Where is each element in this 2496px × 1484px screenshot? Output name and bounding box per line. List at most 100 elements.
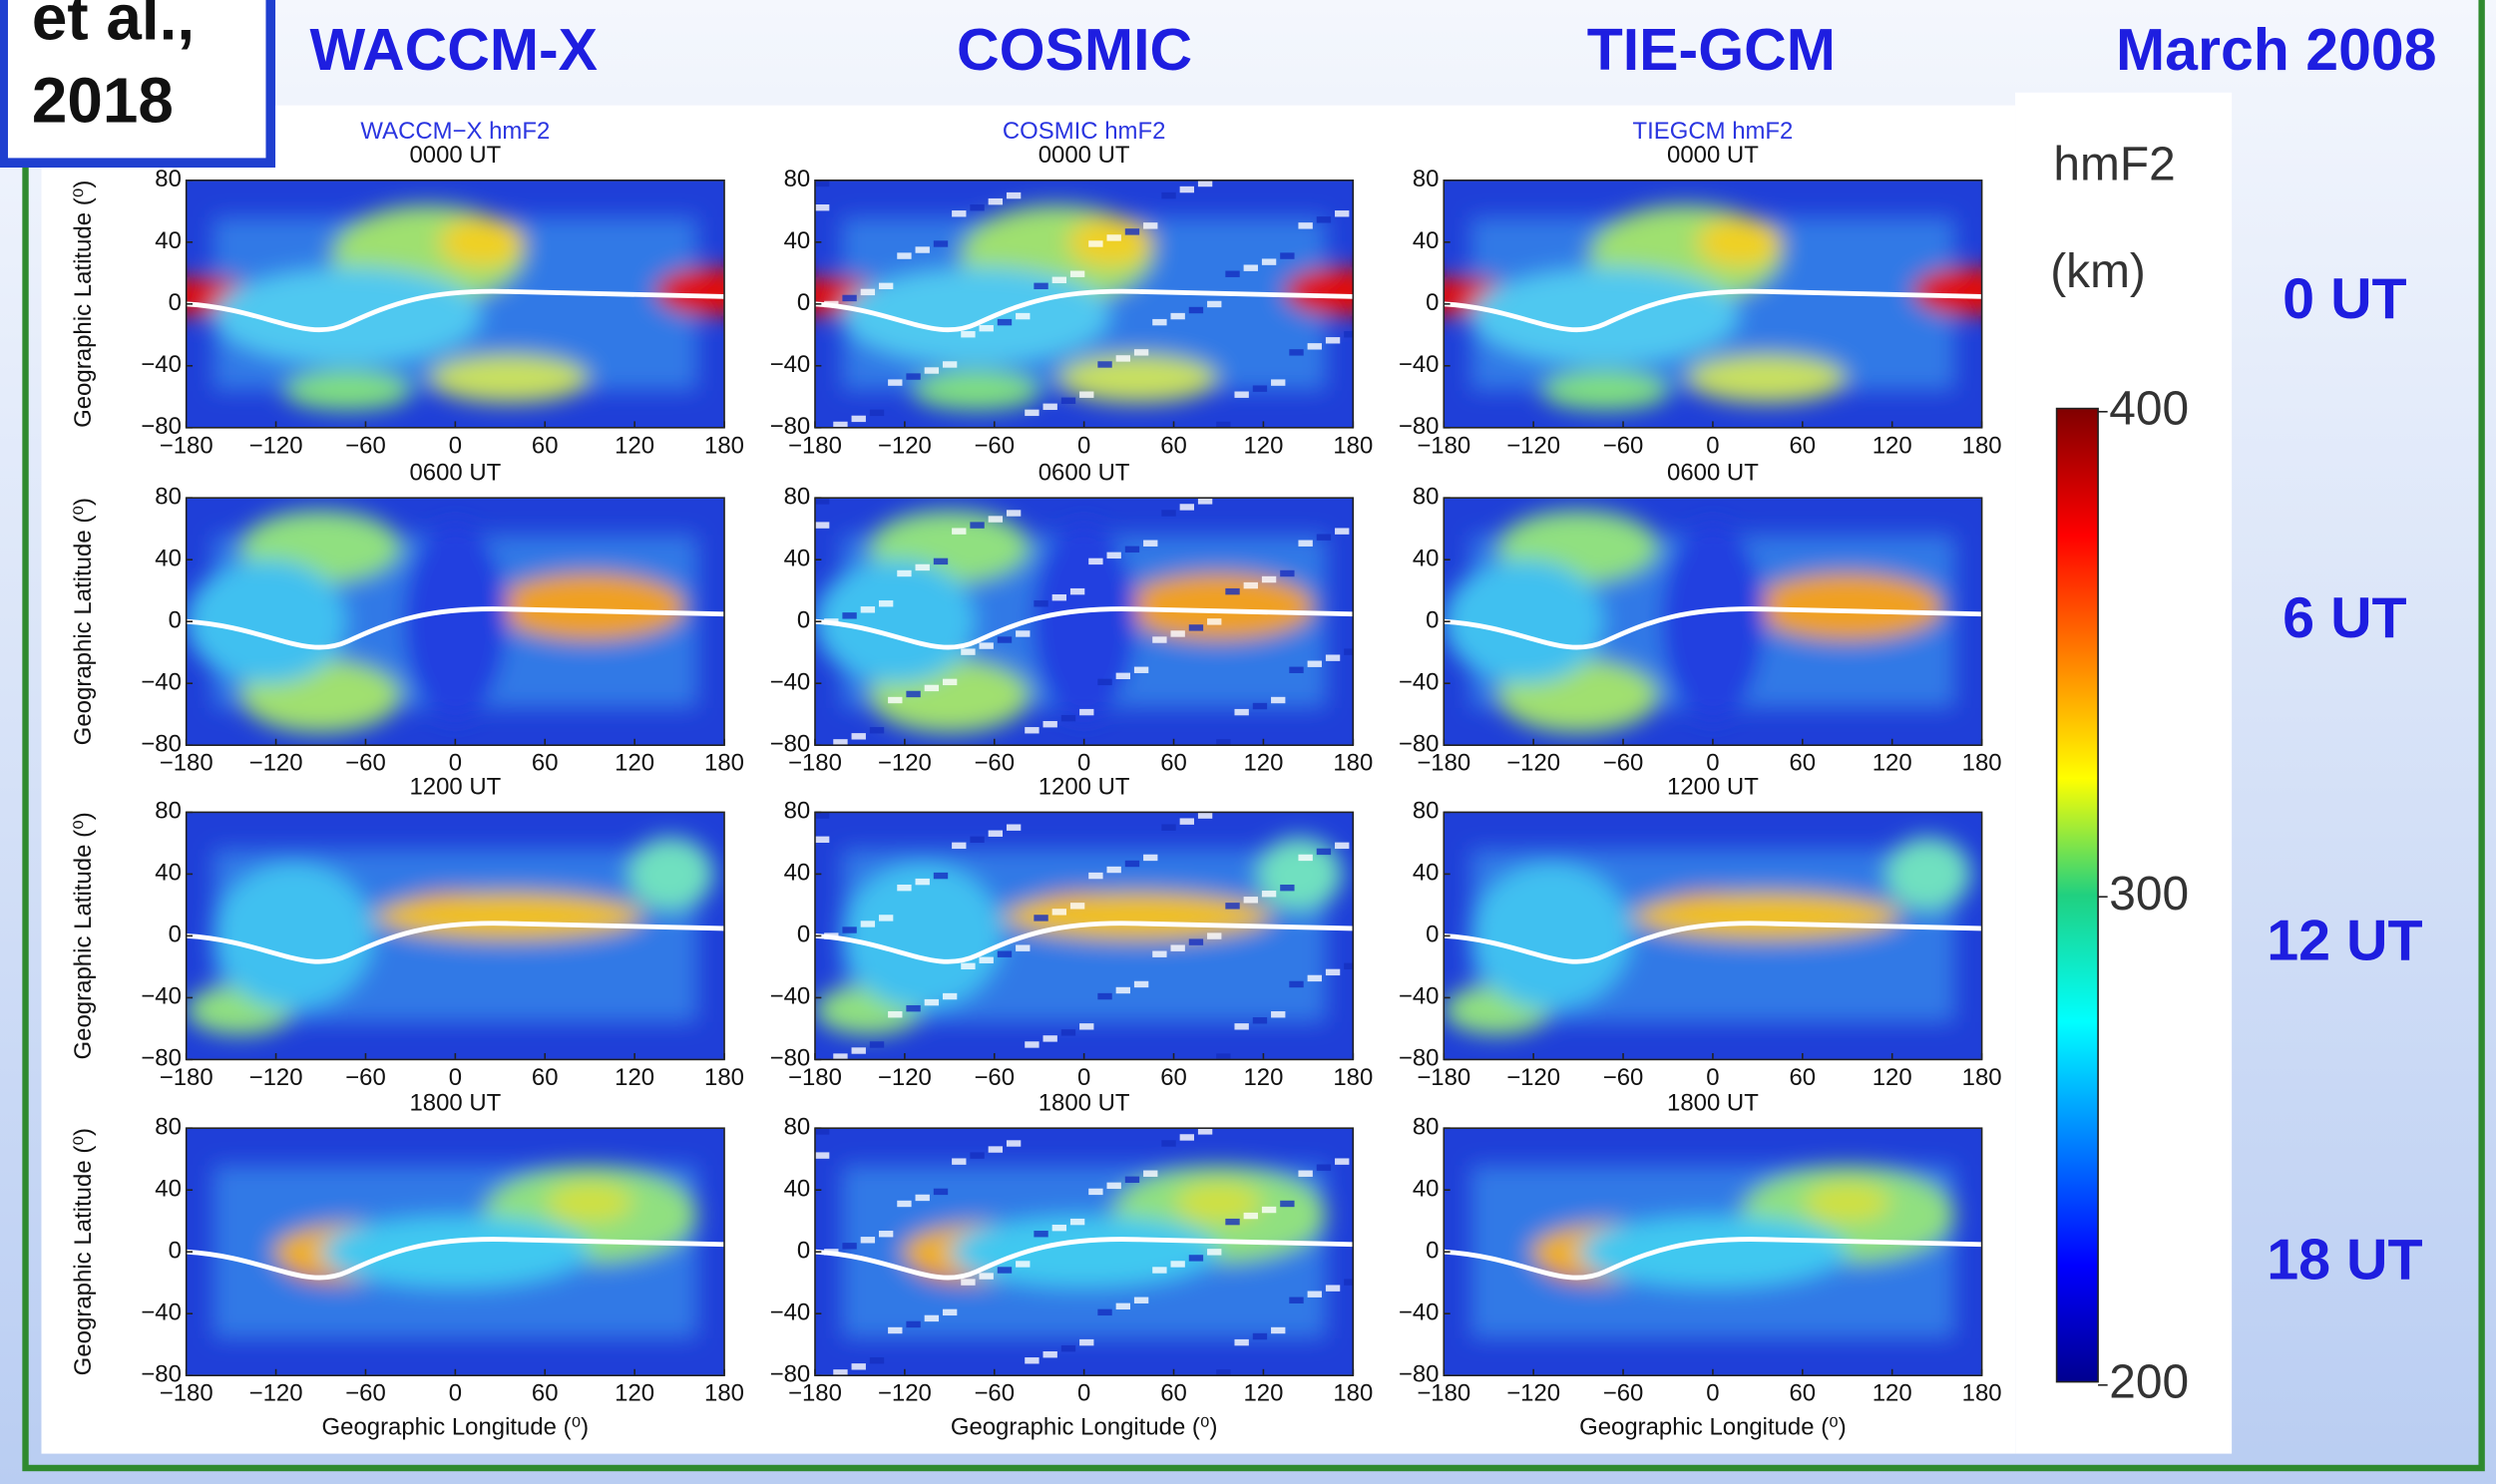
heatmap-cell xyxy=(1116,1303,1130,1309)
heatmap-cell xyxy=(1271,379,1285,385)
x-tick-label: −60 xyxy=(1603,1064,1644,1091)
heatmap-cell xyxy=(961,331,975,337)
heatmap-cell xyxy=(1097,679,1111,685)
heatmap-cell xyxy=(1198,812,1212,818)
y-tick-label: −40 xyxy=(1399,351,1440,378)
heatmap-cell xyxy=(870,727,884,733)
heatmap-cell xyxy=(1016,630,1030,636)
heatmap-cell xyxy=(815,837,829,843)
heatmap-cell xyxy=(943,361,957,367)
heatmap-cell xyxy=(1335,210,1349,216)
heatmap-field xyxy=(1444,837,1971,1034)
heatmap-cell xyxy=(1189,307,1203,313)
heatmap-cell xyxy=(1088,1189,1102,1195)
heatmap-cell xyxy=(934,1189,948,1195)
x-tick-label: 60 xyxy=(532,1064,559,1091)
heatmap-cell xyxy=(1143,222,1157,228)
heatmap-cell xyxy=(1207,1249,1221,1255)
x-tick-label: 120 xyxy=(1243,432,1283,459)
heatmap-cell xyxy=(815,812,829,818)
panel-time: 0000 UT xyxy=(409,142,501,169)
heatmap-cell xyxy=(1189,938,1203,944)
y-tick-label: −40 xyxy=(1399,669,1440,696)
heatmap-cell xyxy=(961,1279,975,1285)
y-tick-label: 0 xyxy=(169,1238,182,1265)
heatmap-cell xyxy=(970,1152,984,1158)
y-tick-label: 80 xyxy=(155,1114,182,1141)
heatmap-cell xyxy=(980,1273,994,1279)
panel-title: TIEGCM hmF2 xyxy=(1633,118,1794,145)
heatmap-cell xyxy=(1061,715,1075,721)
x-tick-label: 180 xyxy=(704,1064,744,1091)
heatmap-blob xyxy=(321,1215,591,1289)
panel-time: 0600 UT xyxy=(409,460,501,487)
y-tick-label: 0 xyxy=(1426,607,1439,634)
heatmap-cell xyxy=(842,612,856,618)
heatmap-cell xyxy=(1298,1171,1312,1177)
heatmap-cell xyxy=(815,204,829,210)
x-tick-label: −60 xyxy=(1603,750,1644,777)
heatmap-cell xyxy=(916,1195,930,1201)
x-tick-label: −180 xyxy=(788,1380,842,1407)
heatmap-cell xyxy=(1180,1134,1194,1140)
heatmap-cell xyxy=(1253,703,1267,709)
x-tick-label: 0 xyxy=(1706,750,1719,777)
heatmap-cell xyxy=(1326,969,1340,975)
x-tick-label: 0 xyxy=(1077,432,1090,459)
x-tick-label: 120 xyxy=(1872,1064,1912,1091)
heatmap-cell xyxy=(1116,673,1130,679)
x-tick-label: −120 xyxy=(249,750,303,777)
x-tick-label: 0 xyxy=(1077,750,1090,777)
heatmap-cell xyxy=(1061,1029,1075,1035)
heatmap-cell xyxy=(842,927,856,932)
y-tick-label: 40 xyxy=(1413,227,1440,254)
heatmap-cell xyxy=(1207,618,1221,624)
y-tick-label: 0 xyxy=(169,289,182,316)
heatmap-blob xyxy=(1659,523,1767,720)
heatmap-cell xyxy=(1271,1327,1285,1333)
heatmap-cell xyxy=(1225,588,1239,594)
heatmap xyxy=(815,498,1359,745)
heatmap-cell xyxy=(879,283,893,289)
heatmap-cell xyxy=(861,1237,875,1243)
x-tick-label: 120 xyxy=(1243,1380,1283,1407)
heatmap-cell xyxy=(1298,222,1312,228)
column-title: TIE-GCM xyxy=(1587,16,1836,83)
y-tick-label: 40 xyxy=(1413,546,1440,572)
y-tick-label: 0 xyxy=(797,922,810,948)
heatmap-blob xyxy=(1885,837,1971,911)
heatmap-blob xyxy=(213,862,375,1010)
heatmap-cell xyxy=(906,1005,920,1011)
panel-time: 0000 UT xyxy=(1039,142,1130,169)
y-tick-label: 40 xyxy=(784,860,811,887)
y-tick-label: 80 xyxy=(1413,798,1440,825)
heatmap-cell xyxy=(934,873,948,879)
heatmap-cell xyxy=(1043,721,1057,727)
row-label: 0 UT xyxy=(2283,267,2406,331)
panel-time: 0600 UT xyxy=(1667,460,1759,487)
heatmap-cell xyxy=(897,885,911,891)
heatmap-cell xyxy=(897,252,911,258)
heatmap-cell xyxy=(1152,319,1166,325)
heatmap-cell xyxy=(998,319,1012,325)
x-tick-label: −120 xyxy=(878,432,932,459)
x-tick-label: 180 xyxy=(1962,1064,2002,1091)
heatmap-field xyxy=(213,1165,697,1338)
heatmap-cell xyxy=(1317,1164,1331,1170)
heatmap-cell xyxy=(1061,398,1075,404)
heatmap-blob xyxy=(493,572,686,641)
x-tick-label: −120 xyxy=(1506,432,1560,459)
panel-title: WACCM−X hmF2 xyxy=(360,118,550,145)
heatmap-blob xyxy=(187,559,348,683)
x-tick-label: −180 xyxy=(160,432,213,459)
heatmap xyxy=(187,812,724,1059)
heatmap-cell xyxy=(888,697,902,703)
panel-title: COSMIC hmF2 xyxy=(1003,118,1165,145)
heatmap-cell xyxy=(1335,843,1349,849)
y-tick-label: 80 xyxy=(784,166,811,192)
heatmap-cell xyxy=(925,1315,939,1321)
x-tick-label: 0 xyxy=(1706,1380,1719,1407)
x-tick-label: 0 xyxy=(1077,1064,1090,1091)
heatmap-cell xyxy=(1125,1177,1139,1183)
x-tick-label: −120 xyxy=(878,1064,932,1091)
